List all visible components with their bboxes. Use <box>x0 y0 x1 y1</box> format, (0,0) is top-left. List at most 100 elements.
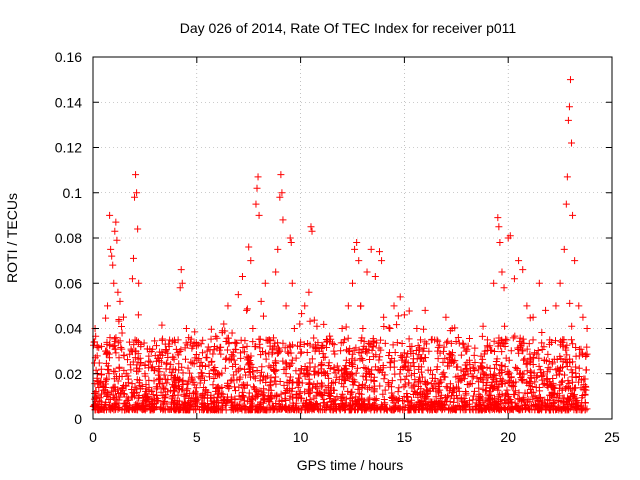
data-point <box>176 375 184 383</box>
data-point <box>176 347 184 355</box>
data-point <box>126 401 134 409</box>
data-point <box>306 317 314 325</box>
data-point <box>359 372 367 380</box>
data-point <box>171 388 179 396</box>
data-point <box>406 343 414 351</box>
data-point <box>162 347 170 355</box>
data-point <box>338 325 346 332</box>
data-point <box>128 380 136 388</box>
data-point <box>279 357 287 365</box>
data-point <box>347 388 355 396</box>
data-point <box>187 373 195 381</box>
data-point <box>523 359 531 367</box>
data-point <box>141 361 149 369</box>
data-point <box>106 334 114 342</box>
data-point <box>237 405 245 413</box>
data-point <box>425 347 433 355</box>
data-point <box>204 389 212 397</box>
data-point <box>496 406 504 414</box>
data-point <box>553 394 561 402</box>
data-point <box>380 375 388 383</box>
data-point <box>198 403 206 411</box>
data-point <box>404 397 412 405</box>
data-point <box>296 370 304 378</box>
data-point <box>427 336 435 344</box>
data-point <box>270 366 278 374</box>
data-point <box>583 350 591 358</box>
data-point <box>236 364 244 372</box>
data-point <box>210 342 218 350</box>
data-point <box>112 334 120 342</box>
data-point <box>558 406 566 414</box>
data-point <box>519 335 527 343</box>
data-point <box>454 372 462 380</box>
data-point <box>312 383 320 391</box>
data-point <box>403 393 411 401</box>
data-point <box>378 257 386 265</box>
data-point <box>288 359 296 367</box>
data-point <box>108 387 116 395</box>
data-point <box>479 370 487 378</box>
data-point <box>507 347 515 355</box>
data-point <box>565 395 573 403</box>
data-point <box>286 341 294 349</box>
data-point <box>346 371 354 379</box>
data-point <box>245 360 253 368</box>
data-point <box>385 324 393 332</box>
data-point <box>277 390 285 398</box>
data-point <box>324 384 332 392</box>
data-point <box>443 393 451 401</box>
data-point <box>241 348 249 356</box>
data-point <box>372 396 380 404</box>
data-point <box>230 371 238 379</box>
data-point <box>335 366 343 374</box>
data-point <box>182 325 190 332</box>
data-point <box>447 357 455 365</box>
data-point <box>282 359 290 367</box>
data-point <box>468 372 476 380</box>
data-point <box>470 387 478 395</box>
data-point <box>247 257 255 265</box>
data-point <box>193 356 201 364</box>
data-point <box>580 381 588 389</box>
data-point <box>416 399 424 407</box>
data-point <box>109 261 117 269</box>
data-point <box>270 367 278 375</box>
data-point <box>187 335 195 343</box>
data-point <box>567 366 575 374</box>
data-point <box>206 373 214 381</box>
data-point <box>170 399 178 407</box>
data-point <box>370 353 378 361</box>
data-point <box>260 396 268 404</box>
data-point <box>355 257 363 265</box>
data-point <box>440 347 448 355</box>
data-point <box>272 373 280 381</box>
data-point <box>156 403 164 411</box>
data-point <box>152 342 160 350</box>
data-point <box>549 358 556 366</box>
data-point <box>410 381 418 389</box>
data-point <box>563 173 571 181</box>
data-point <box>450 386 458 394</box>
data-point <box>93 343 101 351</box>
data-point <box>433 406 441 414</box>
data-point <box>410 370 418 378</box>
data-point <box>318 381 326 389</box>
data-point <box>270 334 278 342</box>
data-point <box>98 390 106 398</box>
data-point <box>375 248 383 256</box>
data-point <box>292 354 300 362</box>
data-point <box>160 384 168 392</box>
data-point <box>110 367 118 375</box>
data-point <box>260 389 268 397</box>
data-point <box>483 342 491 350</box>
data-point <box>253 367 261 375</box>
data-point <box>452 406 460 414</box>
data-point <box>489 385 497 393</box>
data-point <box>407 405 415 413</box>
data-point <box>141 370 149 378</box>
data-point <box>365 370 373 378</box>
data-point <box>526 314 534 322</box>
data-point <box>400 362 408 370</box>
data-point <box>380 313 388 321</box>
